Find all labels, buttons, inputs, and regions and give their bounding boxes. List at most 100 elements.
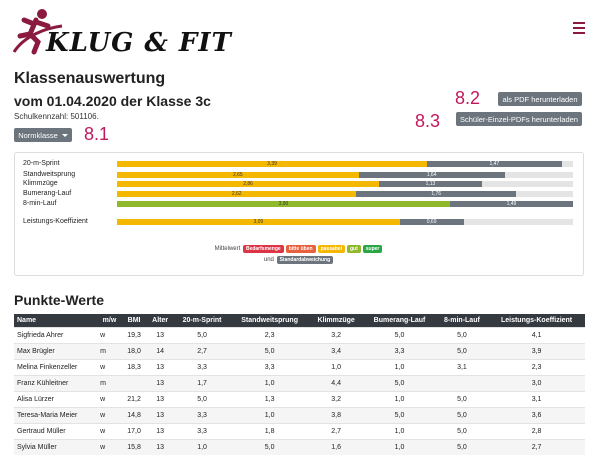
table-cell: 5,0 <box>363 376 435 392</box>
table-cell: 1,7 <box>174 376 230 392</box>
caret-down-icon <box>62 134 68 137</box>
table-cell: 13 <box>146 328 174 344</box>
table-cell: 1,0 <box>230 408 309 424</box>
table-header[interactable]: Alter <box>146 314 174 328</box>
overview-bar-mean: 2,62 <box>117 191 356 197</box>
table-cell: 19,3 <box>122 328 147 344</box>
table-header[interactable]: Klimmzüge <box>309 314 363 328</box>
table-cell: 3,3 <box>174 408 230 424</box>
table-cell: 1,3 <box>230 392 309 408</box>
table-cell <box>436 376 488 392</box>
table-cell: 5,0 <box>230 344 309 360</box>
table-cell: w <box>97 424 122 440</box>
student-name: Sylvia Müller <box>14 440 97 455</box>
download-student-pdfs-button[interactable]: Schüler-Einzel-PDFs herunterladen <box>456 112 582 126</box>
legend-badge: bitte üben <box>286 245 316 253</box>
legend-and: und <box>264 257 274 263</box>
norm-class-dropdown[interactable]: Normklasse <box>14 128 72 142</box>
legend-badge: gut <box>347 245 361 253</box>
table-cell: 1,0 <box>363 440 435 455</box>
table-cell: 2,7 <box>309 424 363 440</box>
legend-badge: super <box>363 245 383 253</box>
table-cell: 21,2 <box>122 392 147 408</box>
overview-bar-mean: 3,90 <box>117 201 450 207</box>
table-cell: 2,7 <box>488 440 585 455</box>
table-cell <box>122 376 147 392</box>
overview-bar-std: 1,64 <box>359 172 505 178</box>
overview-bar-mean: 2,65 <box>117 172 359 178</box>
table-cell: w <box>97 392 122 408</box>
table-cell: 4,4 <box>309 376 363 392</box>
table-header[interactable]: Leistungs-Koeffizient <box>488 314 585 328</box>
student-name: Melina Finkenzeller <box>14 360 97 376</box>
table-cell: m <box>97 344 122 360</box>
norm-class-label: Normklasse <box>18 131 58 140</box>
table-cell: 13 <box>146 408 174 424</box>
student-name: Franz Kühleitner <box>14 376 97 392</box>
table-cell: 3,3 <box>174 360 230 376</box>
table-cell: 3,2 <box>309 328 363 344</box>
table-cell: w <box>97 328 122 344</box>
student-name: Gertraud Müller <box>14 424 97 440</box>
table-cell: 2,7 <box>174 344 230 360</box>
table-cell: 3,1 <box>488 392 585 408</box>
table-cell: 13 <box>146 424 174 440</box>
table-header[interactable]: 8-min-Lauf <box>436 314 488 328</box>
legend-badge: passabel <box>318 245 345 253</box>
table-cell: 5,0 <box>436 440 488 455</box>
table-cell: 3,3 <box>230 360 309 376</box>
table-cell: 4,1 <box>488 328 585 344</box>
table-cell: 3,0 <box>488 376 585 392</box>
table-cell: 2,8 <box>488 424 585 440</box>
table-cell: 14 <box>146 344 174 360</box>
table-cell: 3,9 <box>488 344 585 360</box>
table-cell: 5,0 <box>436 328 488 344</box>
table-cell: 13 <box>146 440 174 455</box>
table-cell: 1,0 <box>363 424 435 440</box>
table-cell: 5,0 <box>174 392 230 408</box>
annotation-8-2: 8.2 <box>455 88 480 109</box>
table-header[interactable]: 20-m-Sprint <box>174 314 230 328</box>
brand-logo[interactable]: KLUG & FIT <box>6 6 176 58</box>
table-cell: 14,8 <box>122 408 147 424</box>
overview-bar-mean: 2,86 <box>117 181 379 187</box>
table-cell: w <box>97 360 122 376</box>
overview-label: 8-min-Lauf <box>23 200 56 207</box>
table-cell: 1,0 <box>363 360 435 376</box>
table-cell: 3,2 <box>309 392 363 408</box>
menu-icon[interactable] <box>573 22 585 37</box>
table-cell: 2,3 <box>488 360 585 376</box>
student-name: Sigfrieda Ahrer <box>14 328 97 344</box>
table-header[interactable]: BMI <box>122 314 147 328</box>
legend-prefix: Mittelwert <box>215 246 241 252</box>
table-header[interactable]: Bumerang-Lauf <box>363 314 435 328</box>
student-name: Max Brügler <box>14 344 97 360</box>
table-header[interactable]: m/w <box>97 314 122 328</box>
download-pdf-button[interactable]: als PDF herunterladen <box>498 92 582 106</box>
table-cell: w <box>97 440 122 455</box>
table-header[interactable]: Name <box>14 314 97 328</box>
student-name: Teresa-Maria Meier <box>14 408 97 424</box>
overview-bar-mean: 3,09 <box>117 219 400 225</box>
table-cell: 5,0 <box>436 408 488 424</box>
overview-bar-std: 1,49 <box>450 201 573 207</box>
table-header[interactable]: Standweitsprung <box>230 314 309 328</box>
table-cell: 5,0 <box>436 392 488 408</box>
student-name: Alisa Lürzer <box>14 392 97 408</box>
overview-bar-std: 1,76 <box>356 191 516 197</box>
table-cell: 5,0 <box>230 440 309 455</box>
